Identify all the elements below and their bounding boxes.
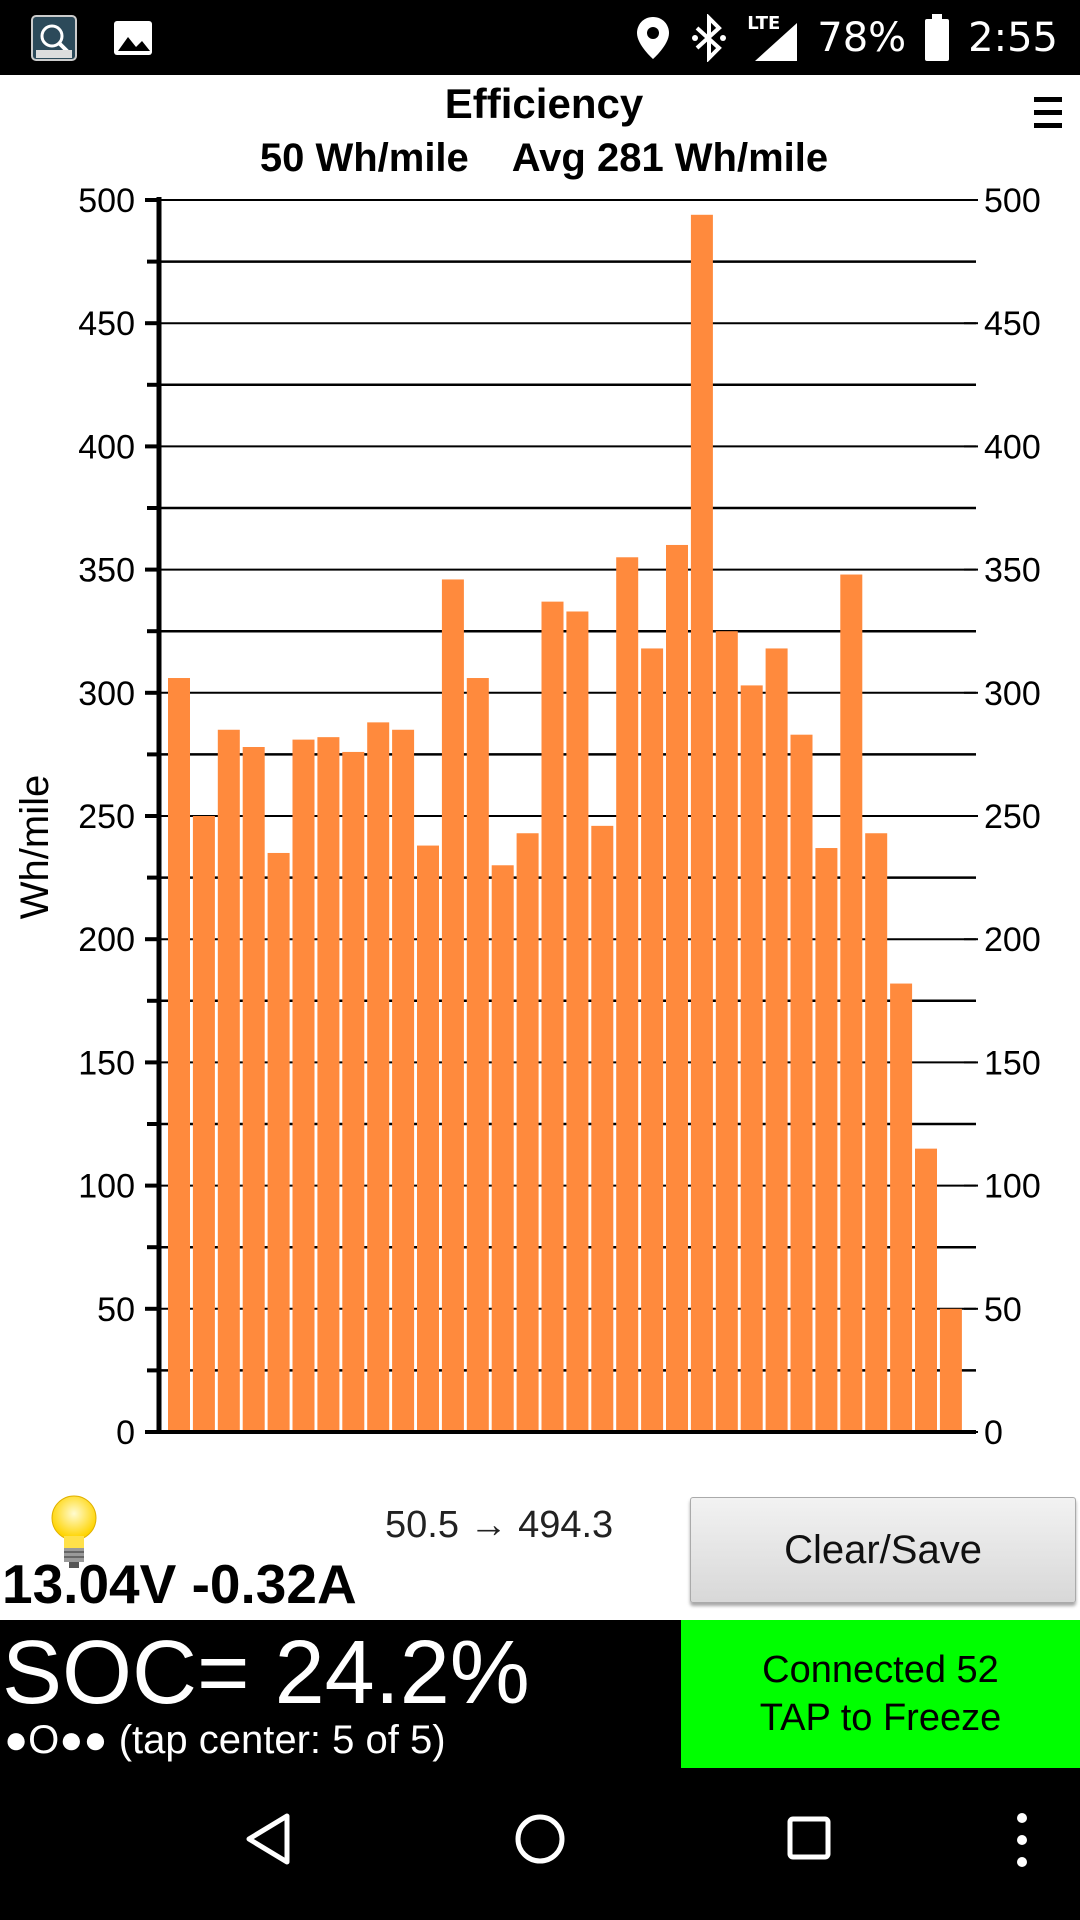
efficiency-bar-chart: 0 50 100 150 200 250 300 350 400 450 500 0 50 100 150… — [13, 182, 1041, 1450]
bar-3 — [217, 729, 240, 1432]
bar-29 — [865, 833, 888, 1432]
y-tick-label-right: 150 — [984, 1044, 1041, 1082]
y-tick-label-right: 0 — [984, 1414, 1003, 1450]
bar-9 — [367, 722, 390, 1432]
bar-22 — [690, 214, 713, 1433]
back-icon[interactable] — [245, 1812, 291, 1866]
bar-27 — [815, 848, 838, 1432]
y-tick-label-left: 500 — [78, 182, 135, 220]
clock: 2:55 — [968, 15, 1058, 61]
y-tick-label-left: 450 — [78, 305, 135, 343]
bar-1 — [168, 678, 190, 1432]
y-axis-right-ticks: 0 50 100 150 200 250 300 350 400 450 500 — [984, 182, 1041, 1450]
bar-7 — [317, 737, 340, 1432]
bar-16 — [541, 601, 564, 1432]
bar-8 — [342, 751, 365, 1432]
y-tick-label-left: 400 — [78, 428, 135, 466]
more-icon[interactable] — [1012, 1810, 1032, 1870]
bar-26 — [790, 734, 813, 1432]
location-icon — [637, 17, 670, 59]
bar-2 — [192, 816, 215, 1432]
bar-32 — [939, 1308, 962, 1432]
navigation-bar — [0, 1770, 1080, 1920]
bar-15 — [516, 833, 539, 1432]
lightbulb-icon — [51, 1495, 97, 1568]
chart-title: Efficiency — [444, 80, 644, 127]
bar-30 — [890, 983, 913, 1432]
bar-4 — [242, 747, 265, 1432]
bar-6 — [292, 739, 315, 1432]
clear-save-label: Clear/Save — [784, 1527, 982, 1572]
bar-23 — [715, 631, 738, 1432]
home-icon[interactable] — [514, 1813, 566, 1865]
chart-subtitle: 50 Wh/mile Avg 281 Wh/mile — [259, 136, 829, 180]
y-tick-label-left: 150 — [78, 1044, 135, 1082]
bar-14 — [491, 865, 514, 1432]
y-tick-label-right: 250 — [984, 798, 1041, 836]
bar-18 — [591, 825, 614, 1432]
freeze-hint-label: TAP to Freeze — [759, 1697, 1002, 1739]
y-tick-label-left: 100 — [78, 1168, 135, 1206]
bar-5 — [267, 852, 290, 1432]
status-bar: LTE 78% 2:55 — [0, 0, 1080, 75]
bar-12 — [441, 579, 464, 1432]
connection-status-label: Connected 52 — [762, 1649, 999, 1691]
y-tick-label-right: 500 — [984, 182, 1041, 220]
tap-center-indicator: ●O●● (tap center: 5 of 5) — [4, 1718, 446, 1762]
y-tick-label-right: 400 — [984, 428, 1041, 466]
bar-28 — [840, 574, 863, 1432]
bar-11 — [417, 845, 439, 1432]
y-axis-left-ticks: 0 50 100 150 200 250 300 350 400 450 500 — [78, 182, 135, 1450]
image-icon — [114, 21, 152, 55]
y-tick-label-left: 300 — [78, 675, 135, 713]
soc-readout: SOC= 24.2% — [2, 1623, 530, 1723]
clear-save-button[interactable]: Clear/Save — [690, 1497, 1076, 1603]
signal-icon — [755, 23, 798, 61]
bar-20 — [641, 648, 664, 1432]
bar-17 — [566, 611, 589, 1432]
y-tick-label-right: 450 — [984, 305, 1041, 343]
menu-button[interactable] — [1034, 95, 1062, 131]
y-tick-label-right: 350 — [984, 552, 1041, 590]
bluetooth-icon — [692, 14, 727, 62]
y-tick-label-right: 100 — [984, 1168, 1041, 1206]
bar-19 — [616, 557, 639, 1432]
bar-13 — [466, 678, 489, 1432]
app-icon — [31, 15, 77, 61]
y-tick-label-left: 250 — [78, 798, 135, 836]
voltage-current-readout: 13.04V -0.32A — [2, 1553, 357, 1615]
recents-icon[interactable] — [786, 1815, 832, 1861]
y-tick-label-left: 0 — [116, 1414, 135, 1450]
network-type-label: LTE — [747, 13, 781, 34]
chart-axes — [145, 197, 978, 1434]
bar-24 — [740, 685, 763, 1432]
chart-bars — [168, 214, 962, 1433]
connected-freeze-button[interactable]: Connected 52 TAP to Freeze — [681, 1620, 1080, 1768]
menu-icon — [1034, 95, 1062, 131]
range-readout: 50.5 → 494.3 — [385, 1504, 614, 1546]
battery-icon — [925, 14, 950, 61]
y-tick-label-right: 50 — [984, 1291, 1022, 1329]
y-tick-label-left: 350 — [78, 552, 135, 590]
bar-25 — [765, 648, 788, 1432]
y-tick-label-left: 50 — [97, 1291, 135, 1329]
bar-21 — [666, 544, 688, 1432]
y-tick-label-right: 200 — [984, 921, 1041, 959]
y-axis-label: Wh/mile — [13, 775, 57, 919]
y-tick-label-left: 200 — [78, 921, 135, 959]
y-tick-label-right: 300 — [984, 675, 1041, 713]
battery-percent: 78% — [817, 15, 907, 61]
bar-31 — [915, 1148, 937, 1432]
bar-10 — [392, 729, 415, 1432]
